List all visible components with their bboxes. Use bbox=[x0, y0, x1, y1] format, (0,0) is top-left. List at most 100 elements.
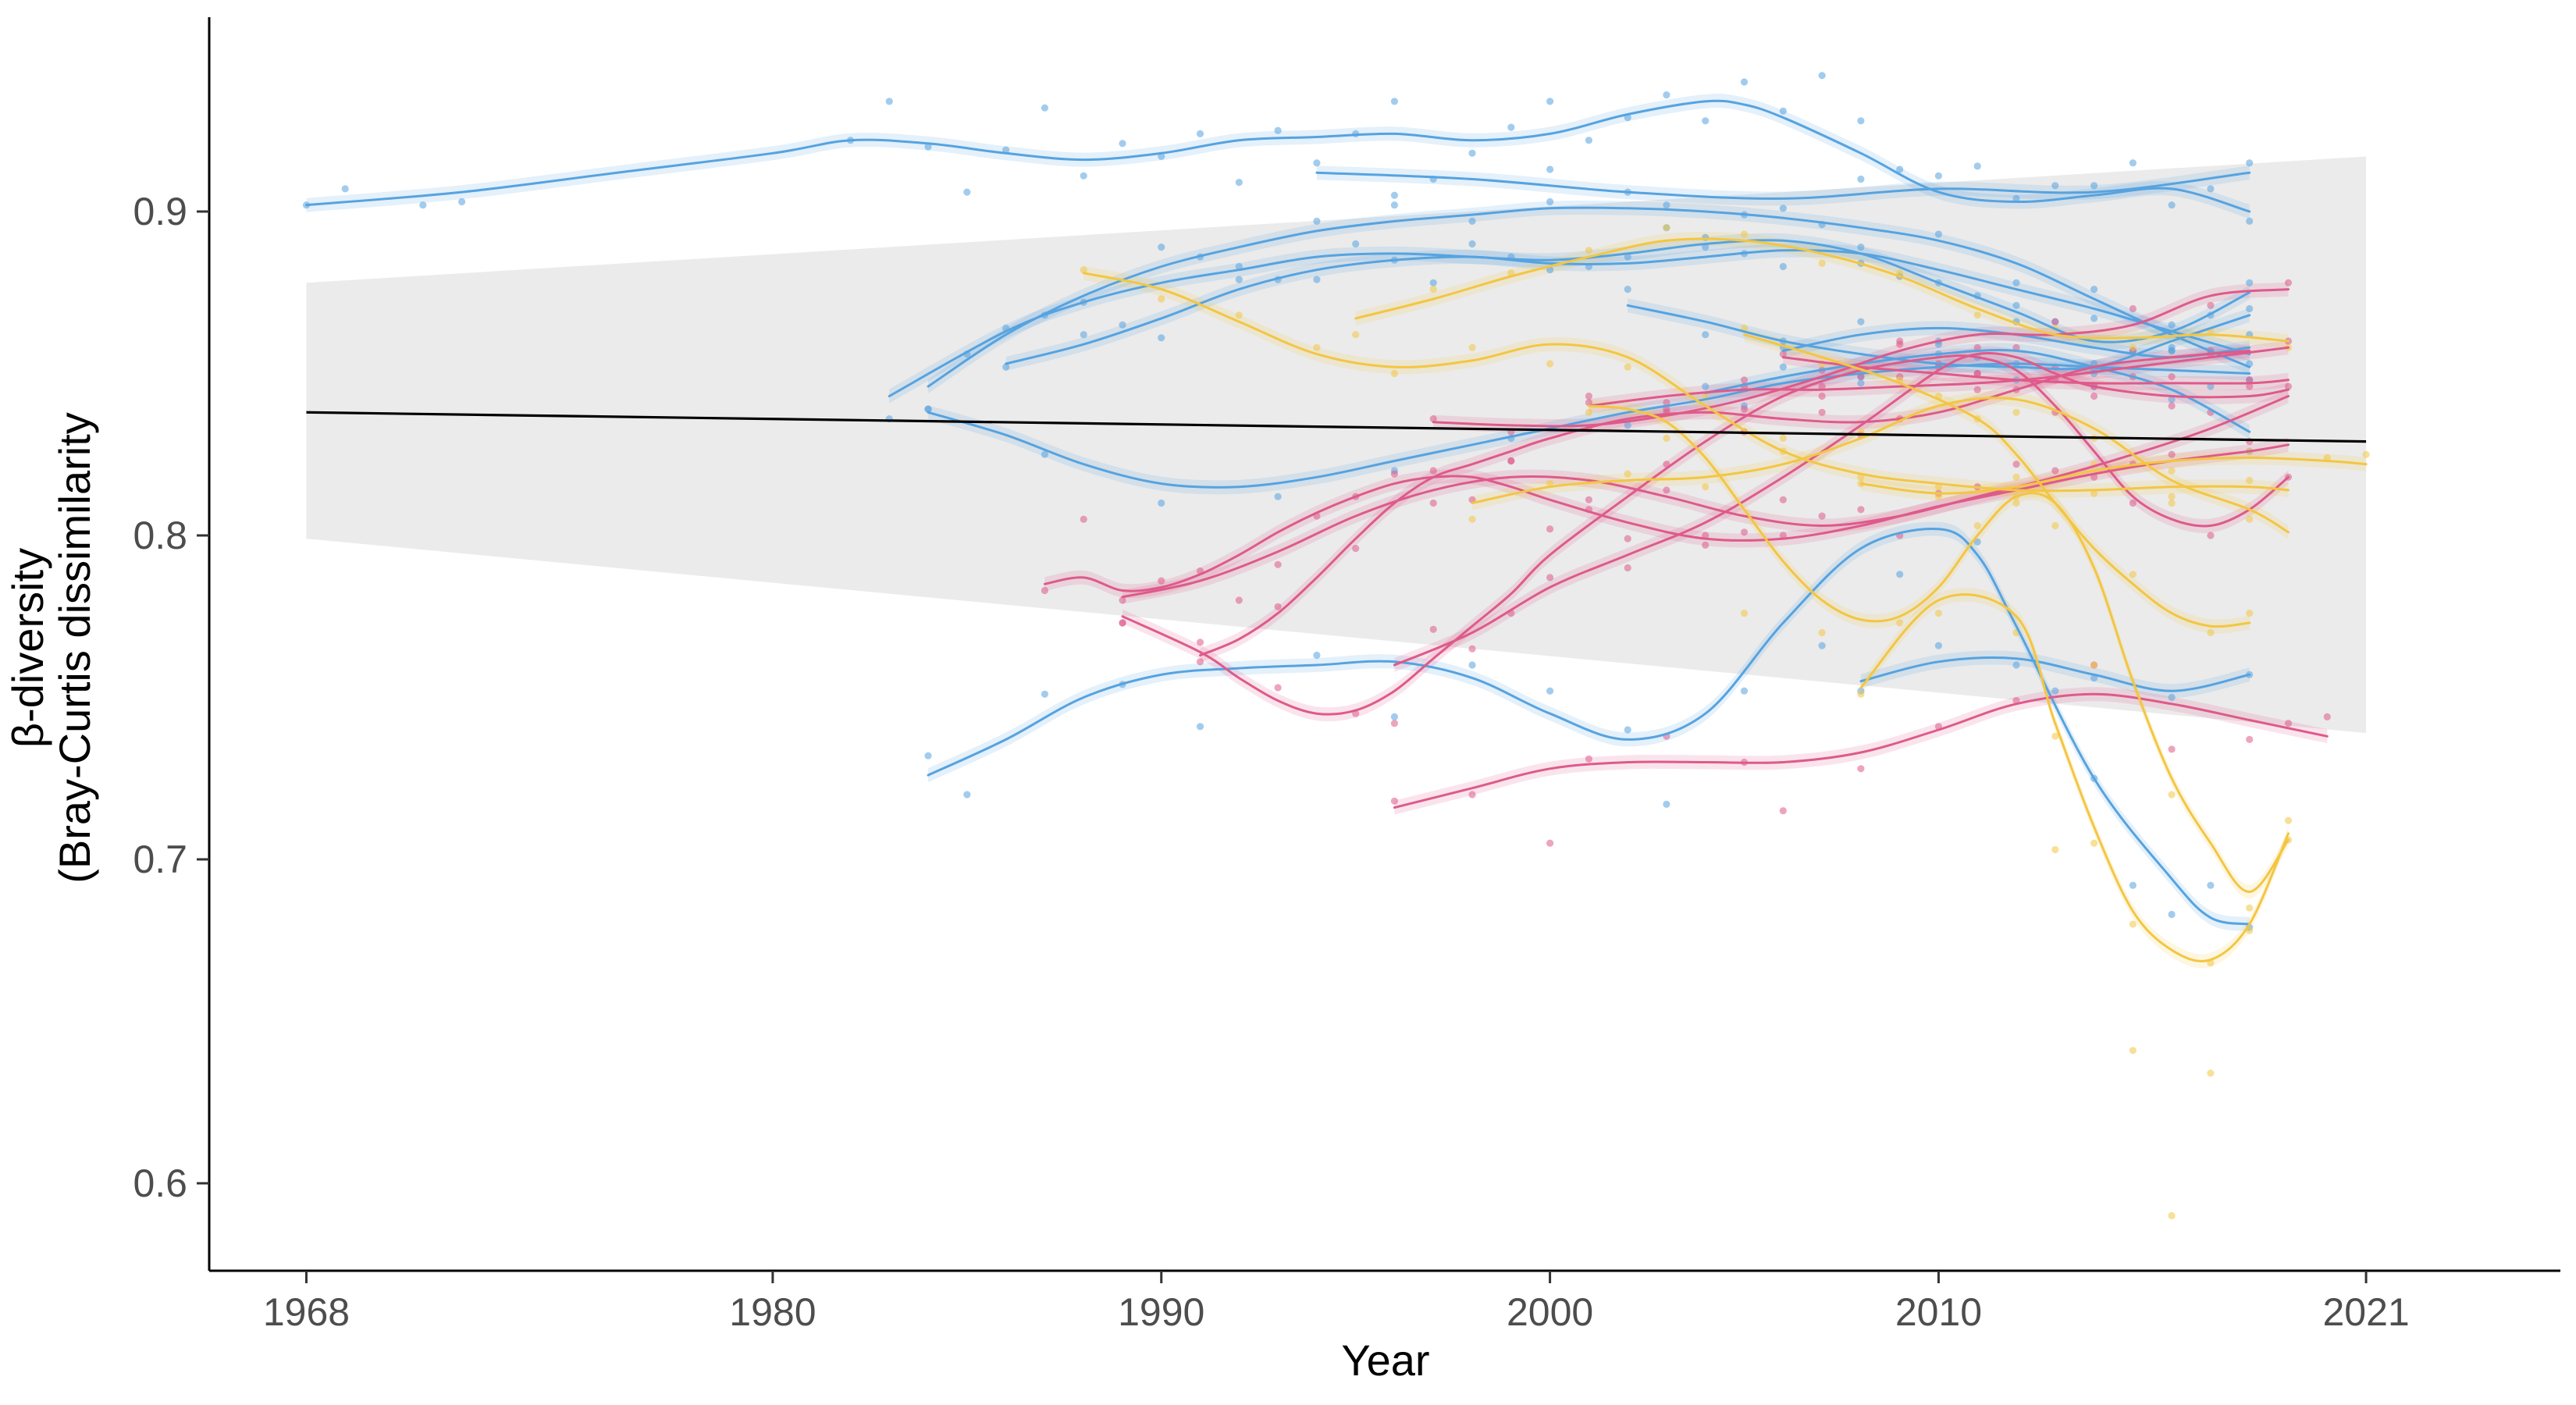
series-ribbon-pink bbox=[1433, 282, 2289, 434]
series-line-pink bbox=[1587, 346, 2290, 407]
data-point-pink bbox=[2129, 499, 2137, 507]
data-point-yellow bbox=[2168, 791, 2176, 799]
data-point-blue bbox=[1390, 98, 1398, 105]
data-point-blue bbox=[1585, 137, 1592, 144]
data-point-yellow bbox=[1740, 610, 1749, 617]
data-point-blue bbox=[1313, 159, 1321, 167]
y-axis-title-line-1: β-diversity bbox=[3, 548, 52, 748]
data-point-yellow bbox=[2246, 476, 2254, 485]
data-point-pink bbox=[2051, 318, 2059, 325]
data-point-pink bbox=[1818, 392, 1826, 400]
data-point-blue bbox=[1429, 279, 1437, 286]
data-point-pink bbox=[2090, 392, 2098, 400]
data-point-yellow bbox=[2090, 839, 2098, 847]
data-point-pink bbox=[1429, 415, 1437, 423]
data-point-blue bbox=[1857, 244, 1865, 251]
data-point-yellow bbox=[1934, 493, 1942, 500]
data-point-pink bbox=[1624, 564, 1631, 572]
data-point-blue bbox=[1158, 334, 1165, 342]
series-ribbon-pink bbox=[1394, 687, 2328, 815]
data-point-blue bbox=[924, 143, 932, 151]
data-point-blue bbox=[1546, 266, 1554, 274]
data-point-blue bbox=[2012, 279, 2020, 286]
data-point-yellow bbox=[1818, 259, 1826, 267]
y-tick-label: 0.6 bbox=[133, 1161, 187, 1205]
data-point-yellow bbox=[2051, 845, 2059, 854]
data-point-blue bbox=[1041, 104, 1048, 112]
data-point-blue bbox=[1546, 687, 1554, 695]
x-axis-title: Year bbox=[1341, 1336, 1429, 1385]
series-line-pink bbox=[1393, 692, 2329, 809]
series-ribbon-pink bbox=[1783, 350, 2289, 391]
series-line-pink bbox=[1432, 288, 2290, 428]
x-tick-label: 2021 bbox=[2322, 1290, 2409, 1334]
data-point-blue bbox=[1896, 165, 1904, 173]
overall-confidence-band-layer bbox=[306, 156, 2367, 734]
data-point-blue bbox=[1857, 117, 1865, 125]
data-point-pink bbox=[1274, 684, 1282, 692]
series-line-yellow bbox=[1471, 397, 2290, 534]
series-line-pink bbox=[1393, 351, 2290, 667]
data-point-pink bbox=[2051, 467, 2059, 475]
data-point-blue bbox=[1468, 240, 1476, 248]
data-point-blue bbox=[2051, 182, 2059, 190]
series-ribbon-blue bbox=[928, 201, 2250, 394]
data-point-pink bbox=[1274, 603, 1282, 610]
series-line-blue bbox=[305, 99, 2251, 213]
data-point-yellow bbox=[2129, 571, 2137, 578]
data-point-yellow bbox=[1779, 434, 1787, 443]
series-ribbon-blue bbox=[928, 521, 2250, 931]
data-point-blue bbox=[1468, 661, 1476, 669]
data-point-blue bbox=[1041, 450, 1048, 458]
data-point-yellow bbox=[2207, 1069, 2215, 1077]
data-point-blue bbox=[1934, 642, 1942, 649]
data-point-pink bbox=[1702, 532, 1710, 539]
data-point-pink bbox=[1740, 405, 1749, 413]
data-point-yellow bbox=[2012, 499, 2020, 507]
data-point-blue bbox=[2207, 881, 2215, 889]
series-line-yellow bbox=[1354, 237, 2290, 343]
data-point-yellow bbox=[2168, 499, 2176, 507]
data-point-blue bbox=[2168, 321, 2176, 329]
data-point-blue bbox=[1313, 651, 1321, 660]
data-point-yellow bbox=[1663, 434, 1670, 443]
data-point-pink bbox=[2246, 735, 2254, 744]
overall-trend-line bbox=[306, 411, 2367, 443]
series-line-yellow bbox=[1587, 404, 2290, 894]
data-point-pink bbox=[1507, 457, 1515, 465]
data-point-pink bbox=[1973, 369, 1981, 378]
data-point-blue bbox=[1779, 107, 1787, 115]
overall-confidence-band bbox=[306, 156, 2367, 734]
data-point-blue bbox=[419, 201, 427, 209]
data-point-yellow bbox=[1429, 286, 1437, 293]
data-point-blue bbox=[1779, 363, 1787, 371]
series-line-blue bbox=[1005, 249, 2251, 365]
series-lines-layer bbox=[305, 99, 2368, 962]
data-point-yellow bbox=[2090, 489, 2098, 497]
series-line-blue bbox=[927, 528, 2251, 926]
series-line-blue bbox=[1626, 304, 2251, 371]
data-point-blue bbox=[1857, 318, 1865, 325]
data-point-blue bbox=[1702, 382, 1710, 390]
data-point-blue bbox=[1702, 244, 1710, 251]
data-point-blue bbox=[1235, 179, 1243, 187]
data-point-yellow bbox=[1624, 470, 1631, 478]
data-point-blue bbox=[2090, 182, 2098, 190]
data-point-blue bbox=[2012, 194, 2020, 202]
data-point-yellow bbox=[1352, 331, 1360, 339]
series-line-pink bbox=[1121, 395, 2290, 599]
data-point-yellow bbox=[1740, 230, 1749, 238]
data-point-blue bbox=[1196, 723, 1204, 731]
data-point-pink bbox=[2284, 720, 2293, 727]
data-point-pink bbox=[1740, 528, 1749, 536]
series-ribbon-pink bbox=[1123, 348, 2289, 722]
data-point-blue bbox=[1934, 172, 1942, 180]
data-point-pink bbox=[1196, 638, 1204, 646]
data-point-pink bbox=[1390, 720, 1398, 727]
data-point-blue bbox=[2207, 185, 2215, 193]
data-point-pink bbox=[1779, 496, 1787, 503]
data-point-blue bbox=[885, 98, 893, 105]
data-point-pink bbox=[1818, 512, 1826, 520]
data-point-blue bbox=[1390, 201, 1398, 209]
data-point-blue bbox=[1235, 276, 1243, 283]
